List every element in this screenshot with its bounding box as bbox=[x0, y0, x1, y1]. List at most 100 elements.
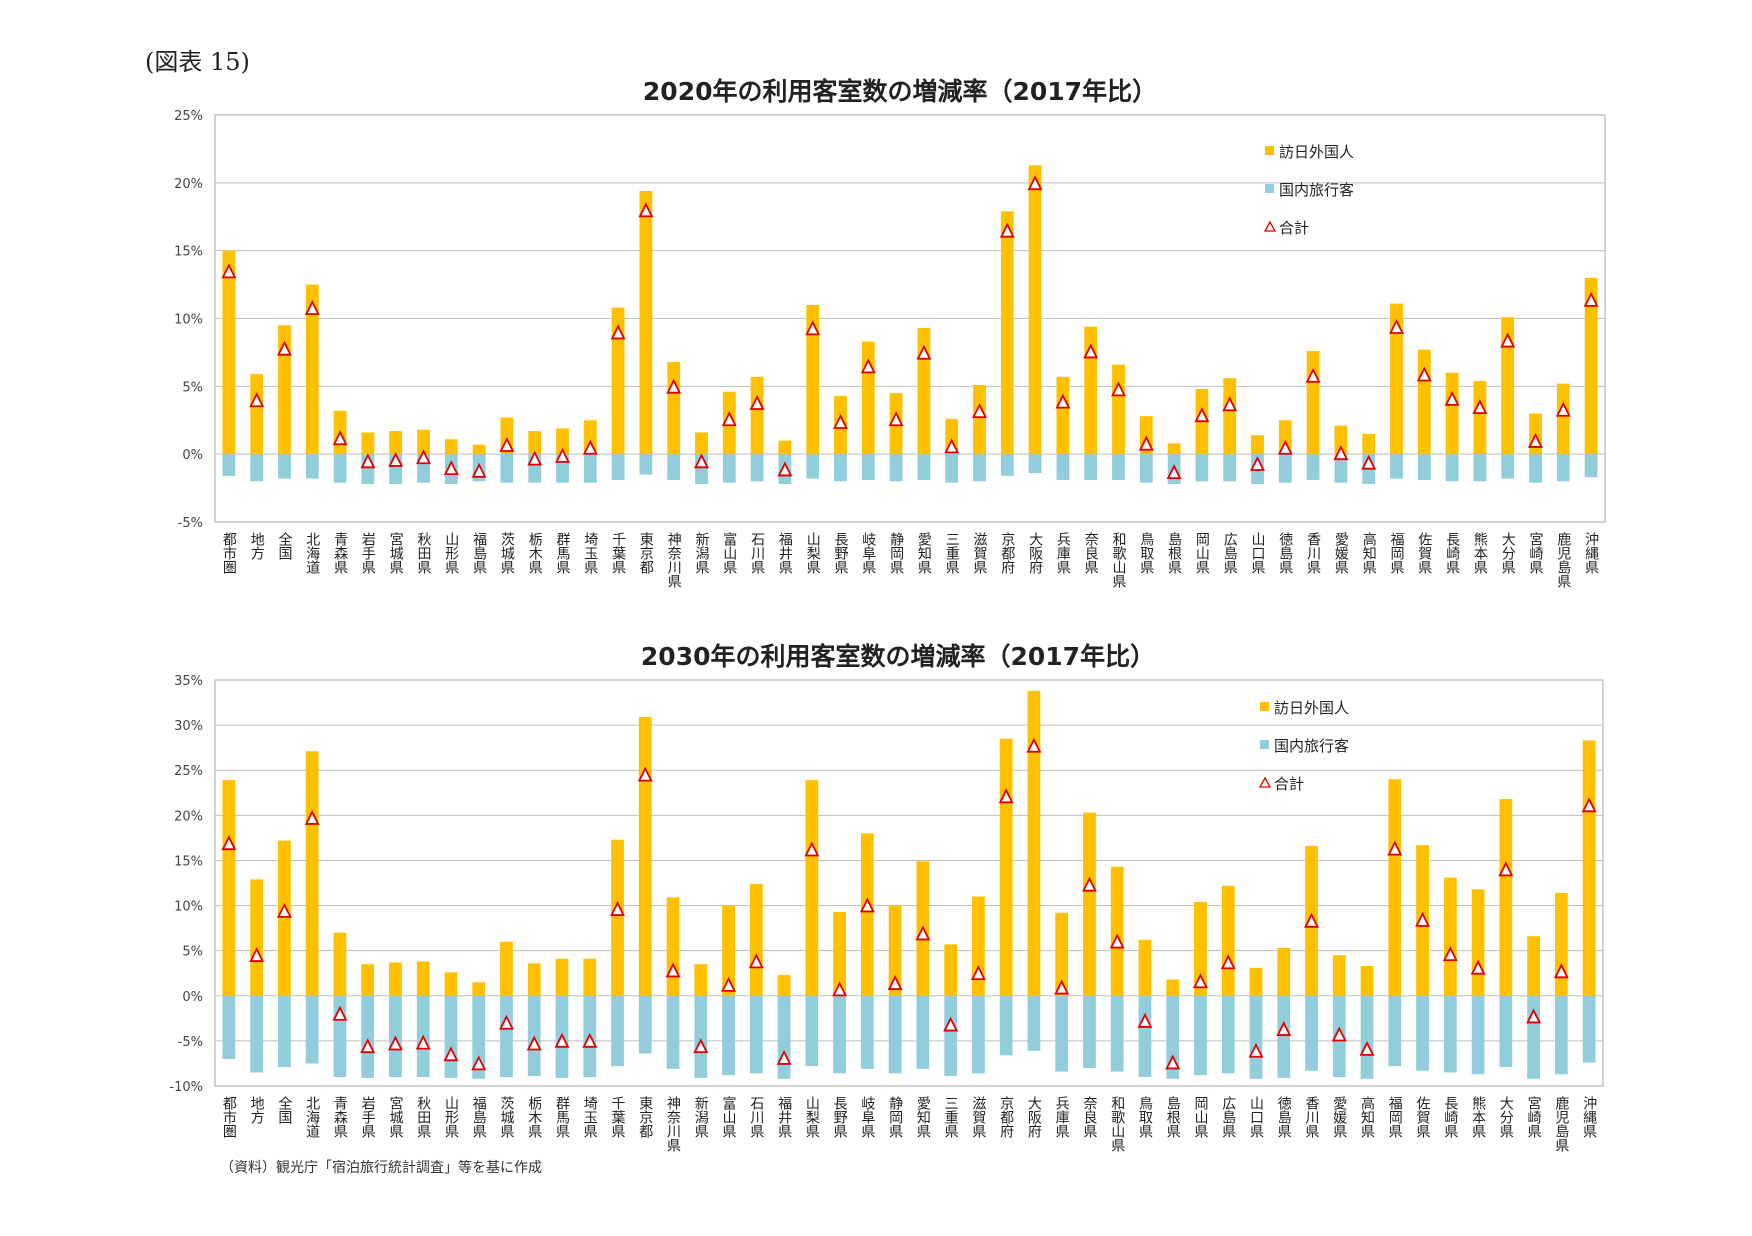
marker-total bbox=[1498, 861, 1514, 877]
bar-domestic bbox=[694, 995, 708, 1078]
x-tick-label: 富山県 bbox=[721, 1095, 737, 1138]
bar-domestic bbox=[944, 995, 958, 1077]
bar-domestic bbox=[1556, 454, 1570, 482]
bar-domestic bbox=[1277, 995, 1291, 1078]
marker-total bbox=[1250, 456, 1265, 471]
y-tick-label: 35% bbox=[174, 674, 203, 689]
x-tick-label: 都市圏 bbox=[221, 1096, 237, 1139]
x-tick-label: 滋賀県 bbox=[970, 1096, 986, 1138]
bar-foreign bbox=[750, 376, 764, 455]
marker-total bbox=[1361, 454, 1377, 470]
marker-total bbox=[943, 1016, 959, 1032]
marker-total bbox=[1444, 390, 1460, 406]
bar-domestic bbox=[1554, 995, 1568, 1075]
marker-total bbox=[387, 1035, 403, 1051]
x-tick-label: 群馬県 bbox=[555, 532, 571, 574]
marker-total bbox=[638, 202, 654, 218]
x-tick-label: 香川県 bbox=[1305, 532, 1321, 574]
bar-foreign bbox=[389, 962, 402, 996]
bar-foreign bbox=[444, 972, 458, 996]
bar-foreign bbox=[1582, 740, 1596, 996]
x-tick-label: 長野県 bbox=[833, 532, 849, 574]
x-tick-label: 新潟県 bbox=[694, 532, 710, 574]
marker-total bbox=[1470, 959, 1486, 975]
x-tick-label: 高知県 bbox=[1361, 531, 1377, 574]
marker-total bbox=[499, 437, 515, 452]
bar-domestic bbox=[889, 454, 903, 482]
x-tick-label: 北海道 bbox=[304, 1096, 320, 1139]
marker-total bbox=[1526, 1008, 1542, 1024]
marker-total bbox=[665, 962, 681, 978]
marker-total bbox=[1137, 1012, 1153, 1028]
bar-domestic bbox=[444, 995, 458, 1078]
y-tick-label: 30% bbox=[174, 719, 203, 734]
x-tick-label: 神奈川県 bbox=[665, 1096, 681, 1152]
marker-total bbox=[888, 411, 904, 427]
bar-domestic bbox=[278, 454, 291, 479]
marker-total bbox=[693, 1038, 709, 1054]
marker-total bbox=[1055, 393, 1071, 409]
bar-foreign bbox=[778, 440, 792, 455]
x-tick-label: 群馬県 bbox=[554, 1096, 570, 1138]
x-tick-label: 徳島県 bbox=[1277, 532, 1293, 574]
bar-foreign bbox=[416, 961, 430, 996]
bar-foreign bbox=[1055, 912, 1069, 996]
marker-total bbox=[666, 378, 682, 394]
x-tick-label: 高知県 bbox=[1359, 1095, 1375, 1138]
marker-total bbox=[1331, 1026, 1347, 1042]
bar-foreign bbox=[1362, 433, 1376, 455]
bar-foreign bbox=[666, 897, 680, 996]
legend-label: 合計 bbox=[1274, 775, 1304, 793]
bar-foreign bbox=[222, 250, 236, 455]
marker-total bbox=[471, 1055, 487, 1071]
bar-domestic bbox=[1166, 995, 1180, 1079]
x-tick-label: 福井県 bbox=[777, 532, 793, 574]
bar-foreign bbox=[305, 751, 319, 996]
bar-domestic bbox=[305, 995, 319, 1064]
bar-domestic bbox=[583, 454, 597, 483]
marker-total bbox=[554, 1032, 570, 1048]
marker-total bbox=[1528, 432, 1543, 448]
bar-foreign bbox=[722, 905, 735, 996]
bar-domestic bbox=[860, 995, 874, 1069]
bar-foreign bbox=[888, 905, 902, 996]
bar-foreign bbox=[1251, 435, 1264, 455]
x-tick-label: 北海道 bbox=[304, 532, 320, 575]
marker-total bbox=[610, 901, 625, 916]
bar-domestic bbox=[1083, 995, 1096, 1068]
x-tick-label: 鳥取県 bbox=[1138, 532, 1154, 574]
figure-label: (図表 15) bbox=[145, 48, 250, 76]
bar-domestic bbox=[1473, 454, 1487, 482]
bar-foreign bbox=[583, 958, 597, 996]
bar-foreign bbox=[806, 304, 820, 455]
bar-domestic bbox=[278, 995, 291, 1068]
bar-domestic bbox=[973, 454, 986, 482]
bar-foreign bbox=[611, 307, 625, 455]
marker-total bbox=[1305, 367, 1321, 383]
bar-foreign bbox=[250, 374, 264, 455]
bar-foreign bbox=[639, 190, 653, 455]
bar-domestic bbox=[1306, 454, 1320, 480]
bar-domestic bbox=[750, 454, 764, 482]
marker-total bbox=[415, 1034, 431, 1050]
bar-foreign bbox=[944, 944, 958, 996]
x-tick-label: 島根県 bbox=[1166, 532, 1182, 574]
bar-domestic bbox=[1445, 454, 1459, 482]
x-tick-label: 福岡県 bbox=[1389, 532, 1405, 574]
x-tick-label: 山形県 bbox=[443, 532, 459, 574]
bar-foreign bbox=[361, 432, 375, 455]
x-tick-label: 熊本県 bbox=[1472, 532, 1488, 574]
marker-total bbox=[582, 1032, 598, 1048]
marker-total bbox=[1472, 399, 1488, 414]
x-tick-label: 千葉県 bbox=[610, 532, 626, 574]
x-tick-label: 岡山県 bbox=[1194, 532, 1210, 574]
x-tick-label: 大阪府 bbox=[1027, 532, 1043, 575]
marker-total bbox=[249, 392, 265, 408]
marker-total bbox=[1166, 464, 1182, 480]
x-tick-label: 栃木県 bbox=[526, 1096, 542, 1138]
chart-2030: 2030年の利用客室数の増減率（2017年比） -10% -5% 0% 5% 10% 15… bbox=[169, 642, 1604, 1152]
bar-foreign bbox=[1334, 425, 1348, 455]
bar-domestic bbox=[861, 454, 875, 480]
marker-total bbox=[1359, 1040, 1375, 1056]
marker-total bbox=[304, 809, 320, 825]
